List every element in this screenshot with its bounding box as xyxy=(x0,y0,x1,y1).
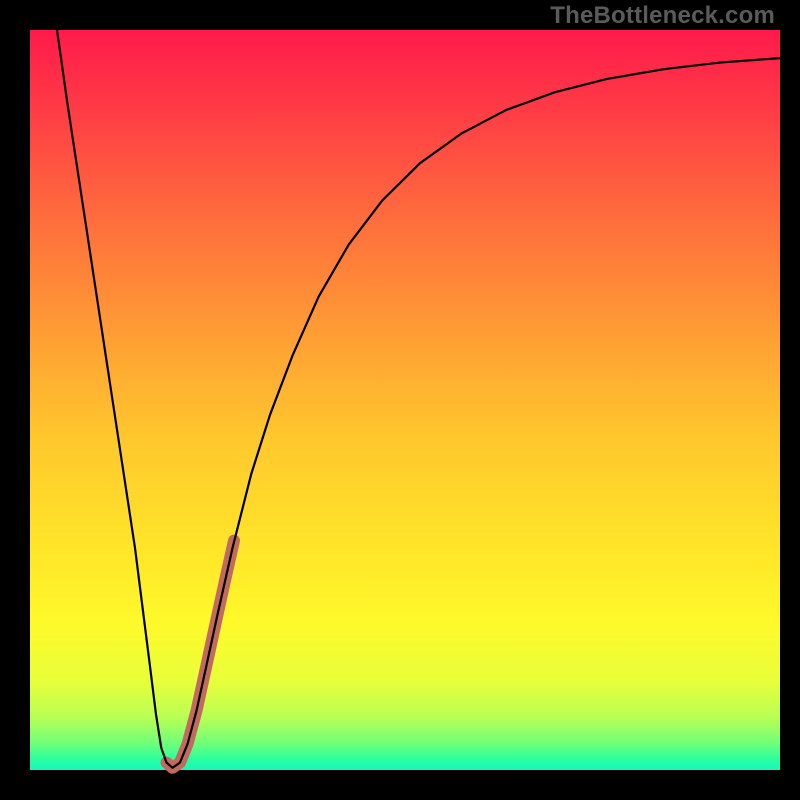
watermark-text: TheBottleneck.com xyxy=(550,2,775,30)
chart-frame: TheBottleneck.com xyxy=(0,0,800,800)
plot-area xyxy=(30,30,780,770)
main-curve xyxy=(57,30,780,768)
curves-layer xyxy=(30,30,780,770)
highlight-segment xyxy=(167,541,235,768)
